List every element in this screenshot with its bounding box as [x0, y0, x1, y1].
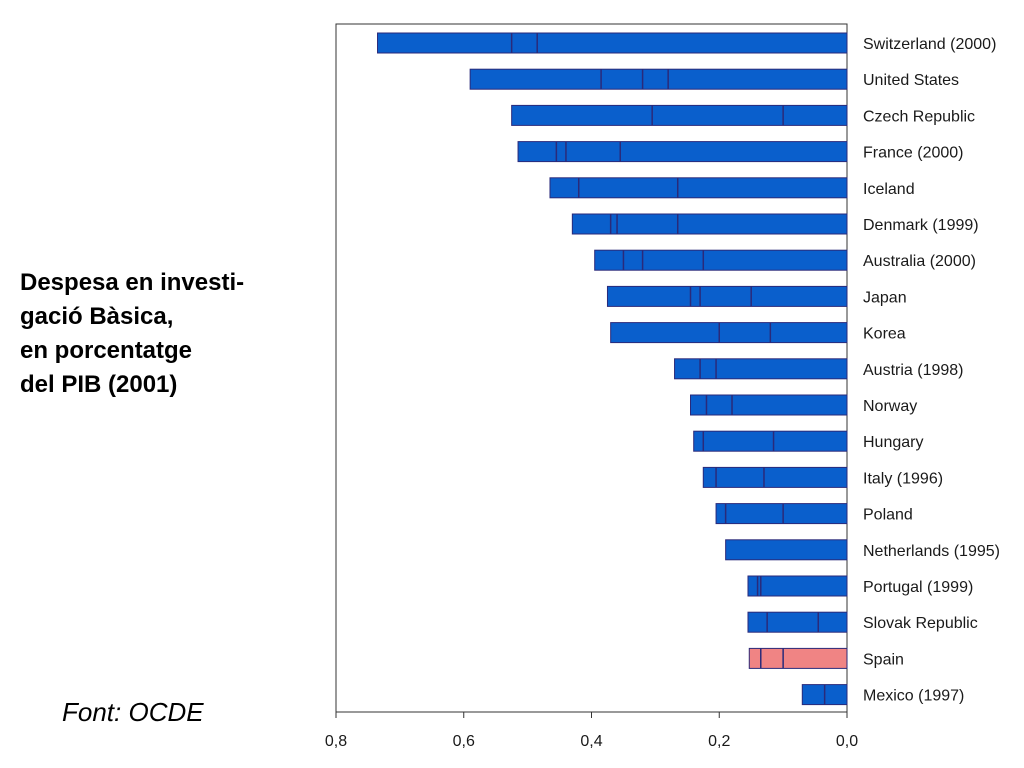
chart-title: Despesa en investi- gació Bàsica, en por…: [20, 266, 320, 402]
category-label-poland: Poland: [863, 507, 913, 524]
category-label-australia-2000: Australia (2000): [863, 253, 976, 270]
title-line-3: en porcentatge: [20, 337, 193, 364]
bar-denmark-1999: [571, 213, 848, 235]
category-label-czech-republic: Czech Republic: [863, 108, 975, 125]
bar-austria-1998: [674, 358, 848, 380]
bar-italy-1996: [702, 466, 848, 488]
category-label-iceland: Iceland: [863, 181, 915, 198]
category-label-france-2000: France (2000): [863, 145, 964, 162]
bar-switzerland-2000: [377, 32, 848, 54]
category-label-mexico-1997: Mexico (1997): [863, 688, 964, 705]
category-label-spain: Spain: [863, 651, 904, 668]
category-label-denmark-1999: Denmark (1999): [863, 217, 979, 234]
category-label-norway: Norway: [863, 398, 917, 415]
bar-czech-republic: [511, 104, 848, 126]
x-axis: 0,8 0,6 0,4 0,2 0,0: [325, 712, 858, 750]
category-label-hungary: Hungary: [863, 434, 923, 451]
category-labels: Switzerland (2000) United States Czech Rep…: [863, 36, 1000, 705]
bar-australia-2000: [594, 249, 848, 271]
bar-france-2000: [517, 141, 848, 163]
category-label-korea: Korea: [863, 326, 906, 343]
bar-netherlands-1995: [725, 539, 848, 561]
x-tick-label-2: 0,6: [453, 733, 475, 750]
title-line-1: Despesa en investi-: [20, 269, 245, 296]
title-line-4: del PIB (2001): [20, 371, 178, 398]
bar-japan: [606, 285, 848, 307]
category-label-japan: Japan: [863, 289, 907, 306]
category-label-switzerland-2000: Switzerland (2000): [863, 36, 996, 53]
title-line-2: gació Bàsica,: [20, 303, 174, 330]
x-tick-label-4: 0,2: [708, 733, 730, 750]
category-label-portugal-1999: Portugal (1999): [863, 579, 973, 596]
bar-united-states: [469, 68, 848, 90]
category-label-austria-1998: Austria (1998): [863, 362, 964, 379]
bar-poland: [715, 503, 848, 525]
bar-iceland: [549, 177, 848, 199]
bar-slovak-republic: [747, 611, 848, 633]
category-label-netherlands-1995: Netherlands (1995): [863, 543, 1000, 560]
bar-norway: [690, 394, 848, 416]
x-tick-label-1: 0,8: [325, 733, 347, 750]
bar-portugal-1999: [747, 575, 848, 597]
bar-hungary: [693, 430, 848, 452]
bar-spain: [748, 647, 848, 669]
x-tick-label-3: 0,4: [580, 733, 602, 750]
category-label-italy-1996: Italy (1996): [863, 470, 943, 487]
bar-korea: [610, 322, 848, 344]
source-note: Font: OCDE: [62, 697, 204, 727]
category-label-united-states: United States: [863, 72, 959, 89]
x-tick-label-5: 0,0: [836, 733, 858, 750]
bars-layer: [377, 32, 848, 706]
category-label-slovak-republic: Slovak Republic: [863, 615, 978, 632]
